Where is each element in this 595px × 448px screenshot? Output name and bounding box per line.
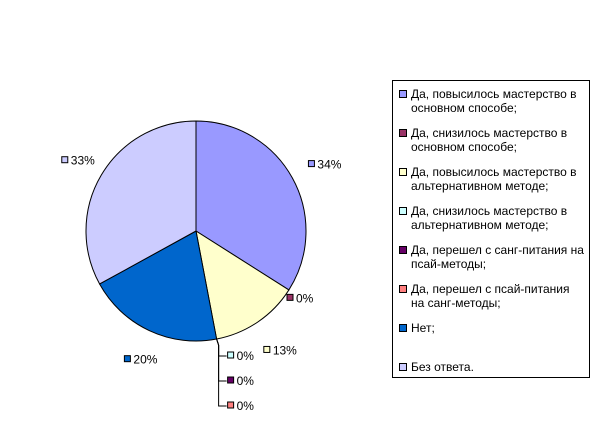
pie-slice-3 xyxy=(195,229,290,340)
pie-slice-8 xyxy=(85,120,197,285)
data-label-key-2 xyxy=(286,293,294,301)
legend-swatch-6 xyxy=(399,285,407,293)
legend-item-3: Да, повысилось мастерство в альтернативн… xyxy=(399,165,585,204)
legend-swatch-7 xyxy=(399,324,407,332)
legend-label-4: Да, снизилось мастерство в альтернативно… xyxy=(411,204,568,232)
legend-label-5: Да, перешел с санг-питания на псай-метод… xyxy=(411,243,584,271)
legend-item-7: Нет; xyxy=(399,321,585,360)
legend-item-1: Да, повысилось мастерство в основном спо… xyxy=(399,87,585,126)
data-label-key-6 xyxy=(227,401,235,409)
legend-swatch-4 xyxy=(399,207,407,215)
legend-swatch-5 xyxy=(399,246,407,254)
data-label-8: 33% xyxy=(71,154,95,168)
legend-item-2: Да, снизилось мастерство в основном спос… xyxy=(399,126,585,165)
legend: Да, повысилось мастерство в основном спо… xyxy=(392,80,590,378)
leader-line-6 xyxy=(216,338,227,407)
legend-label-2: Да, снизилось мастерство в основном спос… xyxy=(411,126,568,154)
legend-item-5: Да, перешел с санг-питания на псай-метод… xyxy=(399,243,585,282)
legend-item-6: Да, перешел с псай-питания на санг-метод… xyxy=(399,282,585,321)
data-label-6: 0% xyxy=(237,399,255,413)
legend-label-6: Да, перешел с псай-питания на санг-метод… xyxy=(411,282,570,310)
legend-label-3: Да, повысилось мастерство в альтернативн… xyxy=(411,165,577,193)
data-label-key-5 xyxy=(227,376,235,384)
data-label-key-3 xyxy=(263,345,271,353)
pie-slice-1 xyxy=(195,120,307,291)
legend-label-1: Да, повысилось мастерство в основном спо… xyxy=(411,87,577,115)
legend-item-8: Без ответа. xyxy=(399,360,585,399)
legend-swatch-8 xyxy=(399,363,407,371)
data-label-key-7 xyxy=(123,355,131,363)
legend-swatch-1 xyxy=(399,90,407,98)
legend-swatch-3 xyxy=(399,168,407,176)
pie-slice-7 xyxy=(98,230,218,342)
data-label-3: 13% xyxy=(273,343,297,357)
legend-label-8: Без ответа. xyxy=(411,360,474,374)
data-label-5: 0% xyxy=(237,374,255,388)
legend-item-4: Да, снизилось мастерство в альтернативно… xyxy=(399,204,585,243)
data-label-7: 20% xyxy=(133,353,157,367)
legend-swatch-2 xyxy=(399,129,407,137)
data-label-4: 0% xyxy=(237,349,255,363)
legend-label-7: Нет; xyxy=(411,321,435,335)
data-label-key-8 xyxy=(61,156,69,164)
data-label-2: 0% xyxy=(296,291,314,305)
data-label-key-1 xyxy=(307,160,315,168)
data-label-key-4 xyxy=(227,351,235,359)
data-label-1: 34% xyxy=(317,158,341,172)
